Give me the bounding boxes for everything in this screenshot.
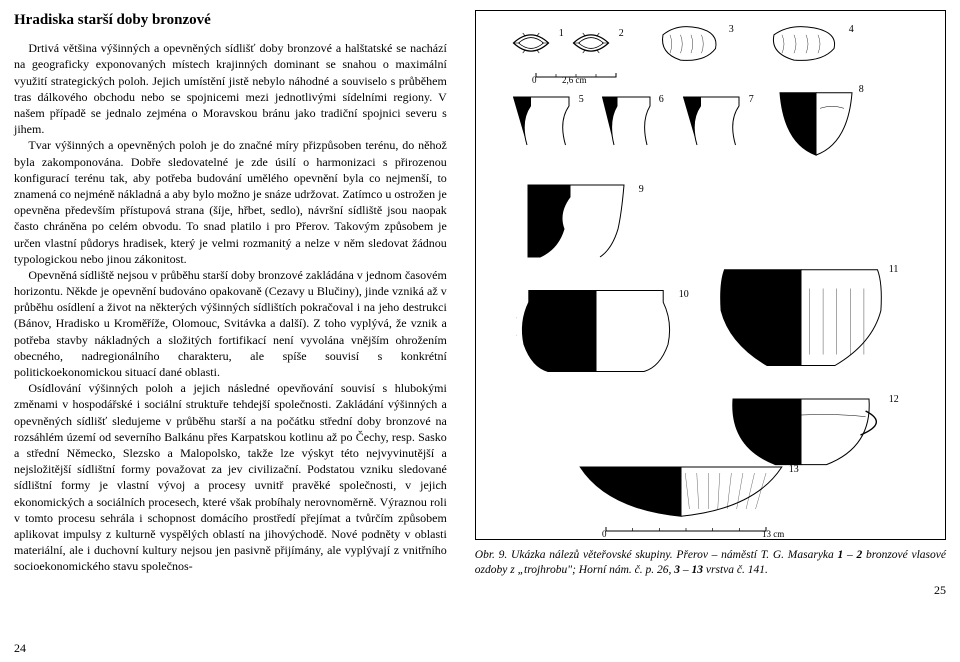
scale-bar-0: 2,6 cm 0 (526, 67, 646, 85)
figure-item-2: 2 (566, 25, 616, 61)
svg-text:2,6 cm: 2,6 cm (562, 75, 587, 85)
figure-label: 12 (889, 393, 899, 407)
para-2: Tvar výšinných a opevněných poloh je do … (14, 137, 447, 267)
figure-label: 5 (579, 93, 584, 107)
figure-label: 4 (849, 23, 854, 37)
figure-label: 10 (679, 288, 689, 302)
figure-item-3: 3 (656, 21, 726, 67)
figure-label: 11 (889, 263, 899, 277)
figure-item-1: 1 (506, 25, 556, 61)
figure-label: 13 (789, 463, 799, 477)
figure-label: 7 (749, 93, 754, 107)
figure-item-9: 9 (516, 181, 636, 261)
figure-label: 3 (729, 23, 734, 37)
body-text: Drtivá většina výšinných a opevněných sí… (14, 40, 447, 636)
figure-label: 8 (859, 83, 864, 97)
para-4: Osídlování výšinných poloh a jejich násl… (14, 380, 447, 574)
figure-label: 9 (639, 183, 644, 197)
figure-plate: 123456789101112132,6 cm0013 cm (475, 10, 946, 540)
para-3: Opevněná sídliště nejsou v průběhu starš… (14, 267, 447, 380)
svg-text:0: 0 (532, 75, 537, 85)
svg-text:0: 0 (602, 529, 607, 539)
scale-bar-1: 0 13 cm (596, 521, 796, 539)
figure-item-7: 7 (676, 91, 746, 151)
page-number-right: 25 (475, 582, 946, 598)
figure-caption: Obr. 9. Ukázka nálezů věteřovské skupiny… (475, 548, 946, 578)
figure-item-11: 11 (716, 261, 886, 371)
figure-label: 6 (659, 93, 664, 107)
figure-item-12: 12 (716, 391, 886, 471)
figure-item-8: 8 (776, 81, 856, 159)
left-page: Hradiska starší doby bronzové Drtivá vět… (0, 0, 461, 662)
figure-item-6: 6 (596, 91, 656, 151)
heading: Hradiska starší doby bronzové (14, 10, 447, 30)
figure-label: 1 (559, 27, 564, 41)
svg-text:13 cm: 13 cm (762, 529, 784, 539)
figure-label: 2 (619, 27, 624, 41)
figure-item-13: 13 (576, 461, 786, 521)
page-number-left: 24 (14, 640, 447, 656)
figure-item-5: 5 (506, 91, 576, 151)
figure-item-10: 10 (516, 286, 676, 376)
figure-item-4: 4 (766, 21, 846, 67)
right-page: 123456789101112132,6 cm0013 cm Obr. 9. U… (461, 0, 960, 662)
para-1: Drtivá většina výšinných a opevněných sí… (14, 40, 447, 137)
